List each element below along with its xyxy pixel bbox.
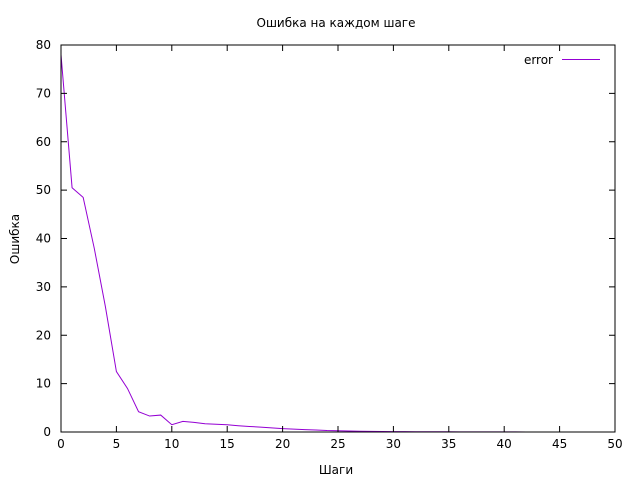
legend: error	[524, 53, 600, 67]
x-axis-label: Шаги	[319, 463, 353, 477]
x-tick-label: 10	[164, 437, 179, 451]
x-tick-label: 5	[113, 437, 121, 451]
y-tick-label: 40	[36, 232, 51, 246]
axes: 0 5 10 15 20 25 30 35 40 45 50 0 10 20 30 40 50 60 70 80	[36, 38, 623, 451]
y-tick-label: 30	[36, 280, 51, 294]
x-tick-label: 0	[57, 437, 65, 451]
y-axis-label: Ошибка	[8, 214, 22, 264]
y-tick-label: 20	[36, 328, 51, 342]
y-tick-label: 70	[36, 86, 51, 100]
chart-title: Ошибка на каждом шаге	[257, 16, 416, 30]
x-tick-label: 15	[220, 437, 235, 451]
legend-label: error	[524, 53, 553, 67]
x-tick-label: 20	[275, 437, 290, 451]
plot-frame	[60, 44, 616, 433]
y-tick-label: 80	[36, 38, 51, 52]
x-tick-label: 25	[330, 437, 345, 451]
y-tick-label: 10	[36, 377, 51, 391]
x-tick-label: 35	[441, 437, 456, 451]
series-line-error	[60, 54, 604, 433]
y-tick-label: 50	[36, 183, 51, 197]
y-tick-label: 60	[36, 135, 51, 149]
plot-area	[60, 54, 604, 433]
y-tick-label: 0	[43, 425, 51, 439]
x-tick-label: 40	[497, 437, 512, 451]
x-tick-label: 45	[552, 437, 567, 451]
x-tick-label: 50	[607, 437, 622, 451]
x-tick-label: 30	[386, 437, 401, 451]
